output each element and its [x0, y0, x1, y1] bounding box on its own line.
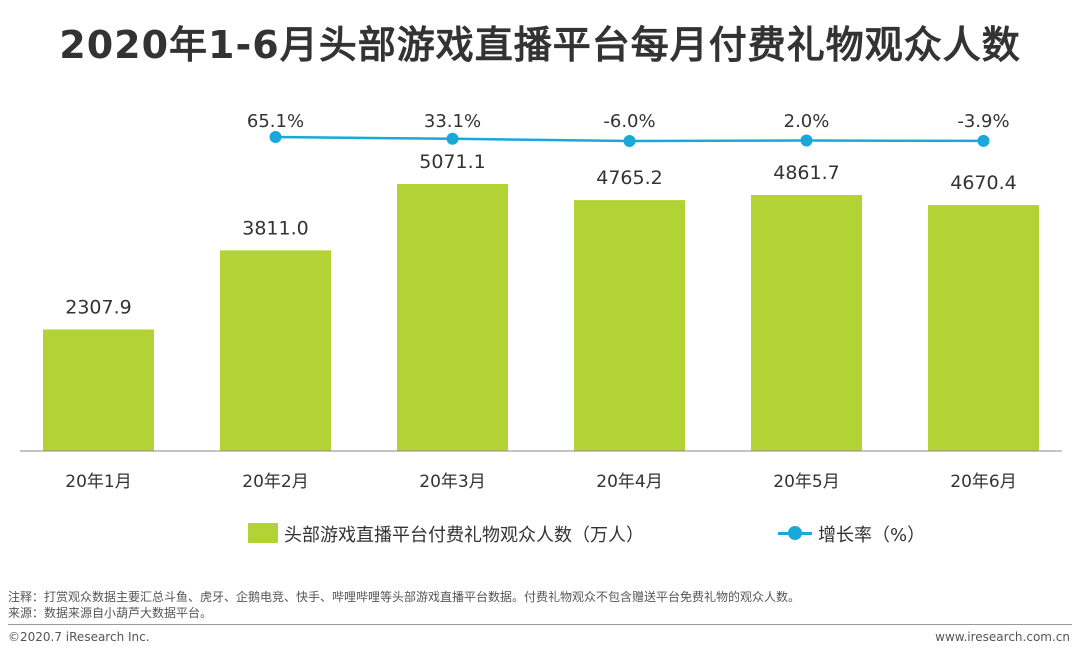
bars-layer [43, 184, 1039, 451]
footer-copyright: ©2020.7 iResearch Inc. [8, 630, 150, 644]
growth-value-label: -6.0% [603, 111, 655, 132]
bar-value-label: 4765.2 [596, 167, 662, 189]
x-tick-label: 20年3月 [419, 472, 485, 492]
notes: 注释：打赏观众数据主要汇总斗鱼、虎牙、企鹅电竞、快手、哔哩哔哩等头部游戏直播平台… [8, 589, 800, 621]
bar-value-label: 2307.9 [65, 296, 131, 318]
legend: 头部游戏直播平台付费礼物观众人数（万人） 增长率（%） [0, 518, 1080, 548]
chart-canvas: 2307.9 20年1月 3811.0 20年2月 5071.1 20年3月 4765.2 2… [20, 111, 1062, 492]
x-tick-label: 20年5月 [773, 472, 839, 492]
labels-layer: 2307.9 20年1月 3811.0 20年2月 5071.1 20年3月 4765.2 2… [65, 111, 1016, 492]
growth-value-label: 65.1% [247, 111, 304, 132]
source-text: 来源：数据来源自小葫芦大数据平台。 [8, 606, 213, 620]
bar-4 [574, 200, 685, 451]
bar-value-label: 5071.1 [419, 151, 485, 173]
x-tick-label: 20年2月 [242, 472, 308, 492]
growth-value-label: -3.9% [957, 111, 1009, 132]
bar-value-label: 4670.4 [950, 172, 1016, 194]
x-tick-label: 20年6月 [950, 472, 1016, 492]
growth-line-layer [269, 131, 990, 147]
bar-value-label: 4861.7 [773, 162, 839, 184]
bar-2 [220, 250, 331, 451]
bar-value-label: 3811.0 [242, 217, 308, 239]
legend-line-marker [788, 526, 802, 540]
growth-point [446, 132, 459, 145]
growth-point [800, 134, 813, 147]
x-tick-label: 20年4月 [596, 472, 662, 492]
growth-point [269, 131, 282, 143]
bar-5 [751, 195, 862, 451]
growth-value-label: 33.1% [424, 111, 481, 132]
bar-6 [928, 205, 1039, 451]
x-tick-label: 20年1月 [65, 472, 131, 492]
bar-1 [43, 329, 154, 451]
legend-bar-label: 头部游戏直播平台付费礼物观众人数（万人） [284, 525, 644, 546]
legend-line-label: 增长率（%） [818, 525, 926, 546]
growth-point [977, 134, 990, 147]
bar-3 [397, 184, 508, 451]
note-text: 注释：打赏观众数据主要汇总斗鱼、虎牙、企鹅电竞、快手、哔哩哔哩等头部游戏直播平台… [8, 590, 801, 604]
growth-point [623, 135, 636, 147]
chart-title: 2020年1-6月头部游戏直播平台每月付费礼物观众人数 [59, 23, 1021, 67]
footer-website: www.iresearch.com.cn [935, 630, 1070, 644]
footer-divider [8, 624, 1072, 625]
legend-bar-swatch [248, 523, 278, 543]
growth-value-label: 2.0% [784, 111, 830, 132]
